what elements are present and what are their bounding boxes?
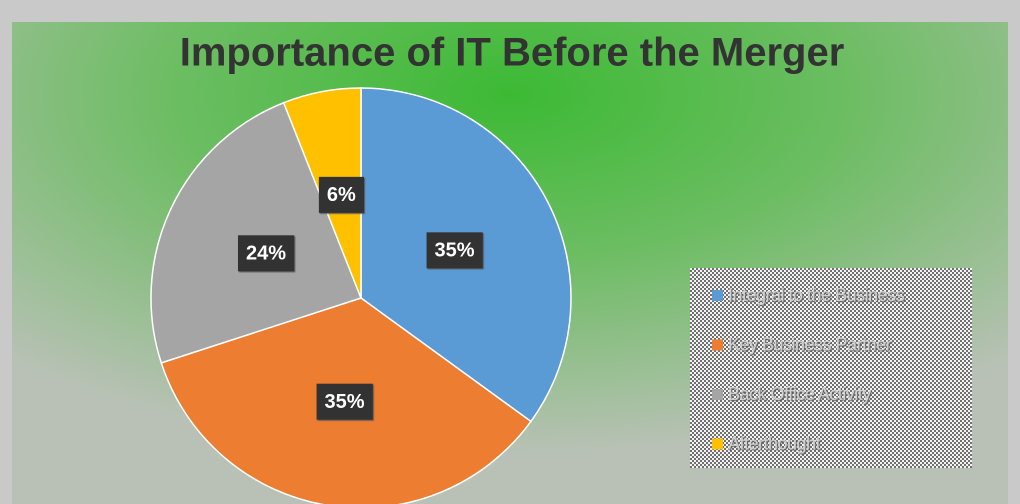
chart-title: Importance of IT Before the Merger [180, 31, 845, 75]
data-label: 6% [327, 184, 356, 206]
data-label-box [316, 383, 373, 420]
data-label-box [237, 235, 295, 272]
pie [150, 87, 572, 504]
data-label: 35% [435, 240, 475, 262]
data-label: 24% [246, 243, 286, 265]
legend-label: Afterthought [728, 433, 821, 453]
data-label-box [318, 176, 364, 213]
legend-marker [712, 438, 723, 450]
legend-marker [712, 339, 723, 351]
pie-slice [150, 101, 362, 364]
legend: Integral to the Business Key Business Par… [690, 268, 972, 468]
legend-label: Integral to the Business [728, 285, 905, 305]
legend-label: Back Office Activity [728, 384, 871, 404]
data-label: 35% [325, 391, 365, 413]
legend-marker [712, 389, 723, 400]
data-labels: 35% 35% 24% 6% [237, 176, 483, 420]
legend-label: Key Business Partner [728, 334, 892, 354]
legend-box [690, 268, 972, 468]
data-label-box [426, 232, 483, 269]
legend-marker [712, 290, 723, 301]
